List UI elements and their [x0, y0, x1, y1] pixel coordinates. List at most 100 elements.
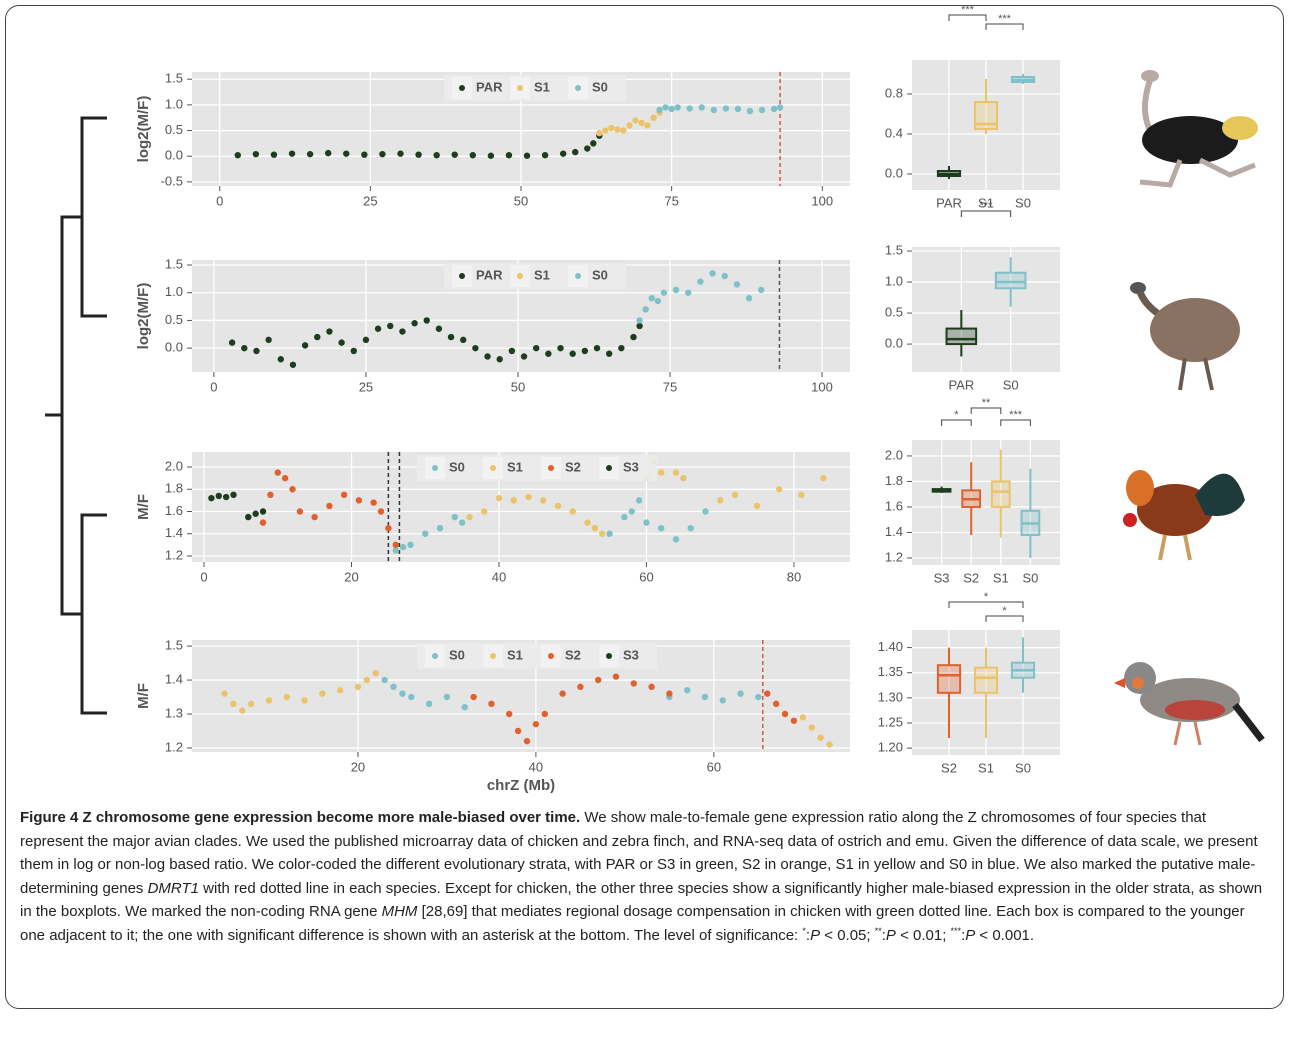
- point: [557, 344, 564, 352]
- point: [326, 502, 333, 510]
- caption-text: P: [885, 926, 896, 944]
- point: [719, 697, 726, 704]
- x-tick-label: 100: [811, 379, 833, 394]
- point: [265, 697, 273, 704]
- point: [630, 680, 637, 687]
- point: [447, 333, 455, 341]
- point: [514, 727, 522, 735]
- point: [596, 129, 603, 137]
- point: [660, 289, 668, 296]
- point: [591, 524, 599, 532]
- y-tick-label: 1.6: [885, 498, 903, 513]
- point: [636, 317, 643, 324]
- point: [731, 491, 739, 499]
- point: [626, 122, 633, 129]
- legend-label: S2: [565, 459, 581, 474]
- y-tick-label: 1.8: [885, 473, 903, 488]
- point: [399, 328, 406, 335]
- point: [324, 149, 332, 157]
- point: [672, 536, 680, 543]
- x-tick-label: S1: [978, 760, 994, 775]
- point: [593, 344, 601, 352]
- point: [540, 497, 547, 504]
- point: [523, 737, 531, 745]
- point: [370, 499, 377, 506]
- point: [554, 502, 562, 510]
- point: [495, 494, 503, 502]
- point: [602, 127, 609, 134]
- point: [755, 693, 762, 701]
- x-tick-label: 20: [344, 569, 358, 584]
- legend-dot: [517, 273, 523, 279]
- x-tick-label: S1: [993, 570, 1009, 585]
- point: [253, 347, 260, 355]
- point: [472, 344, 479, 352]
- x-tick-label: S3: [934, 570, 950, 585]
- caption-text: < 0.001.: [975, 926, 1035, 944]
- point: [377, 508, 385, 515]
- y-tick-label: 0.5: [885, 305, 903, 320]
- point: [374, 325, 382, 332]
- y-tick-label: -0.5: [161, 173, 183, 188]
- point: [288, 150, 296, 157]
- point: [270, 151, 278, 158]
- x-axis-label: chrZ (Mb): [487, 777, 555, 794]
- caption-text: < 0.05;: [820, 926, 875, 944]
- significance-label: **: [982, 397, 991, 409]
- figure: -0.5 0.0 0.5 1.0 1.5 0 25 50 75 100 PAR S1 S0 log2(M/…: [45, 4, 1265, 794]
- point: [666, 690, 673, 697]
- point: [363, 676, 371, 684]
- point: [642, 306, 649, 313]
- point: [710, 106, 718, 114]
- point: [458, 519, 466, 526]
- box: [945, 327, 978, 346]
- point: [481, 508, 488, 515]
- point: [668, 105, 675, 113]
- legend-label: S0: [592, 79, 608, 94]
- point: [608, 124, 615, 132]
- point: [717, 497, 724, 504]
- point: [577, 683, 584, 691]
- point: [230, 491, 237, 499]
- caption-text: **: [874, 925, 882, 936]
- point: [685, 289, 692, 296]
- x-tick-label: PAR: [948, 377, 974, 392]
- caption-text: :: [881, 926, 886, 944]
- point: [628, 508, 635, 515]
- point: [559, 150, 567, 157]
- point: [422, 530, 429, 537]
- point: [326, 328, 333, 335]
- point: [390, 683, 397, 691]
- legend-dot: [432, 653, 438, 659]
- caption-text: ***: [950, 925, 962, 936]
- y-tick-label: 1.4: [165, 525, 183, 540]
- point: [443, 693, 451, 701]
- point: [230, 700, 237, 708]
- point: [496, 356, 503, 363]
- point: [798, 491, 805, 499]
- point: [581, 347, 589, 355]
- point: [654, 297, 662, 305]
- point: [799, 714, 807, 721]
- point: [361, 151, 368, 158]
- point: [234, 151, 241, 159]
- x-tick-label: 50: [514, 193, 528, 208]
- significance-bracket: [948, 14, 987, 21]
- point: [306, 150, 314, 158]
- legend: PAR S1 S0: [444, 263, 626, 289]
- point: [399, 543, 407, 551]
- point: [572, 148, 579, 156]
- point: [208, 494, 215, 502]
- y-axis-label: log2(M/F): [135, 283, 152, 350]
- point: [381, 676, 388, 684]
- emu-illustration: [1130, 282, 1240, 391]
- point: [590, 140, 597, 147]
- point: [737, 690, 744, 697]
- y-tick-label: 1.2: [885, 549, 903, 564]
- point: [621, 513, 628, 521]
- legend-dot: [575, 85, 581, 91]
- significance-bracket: [1000, 419, 1031, 426]
- x-tick-label: 0: [200, 569, 207, 584]
- plot-background: [912, 440, 1060, 565]
